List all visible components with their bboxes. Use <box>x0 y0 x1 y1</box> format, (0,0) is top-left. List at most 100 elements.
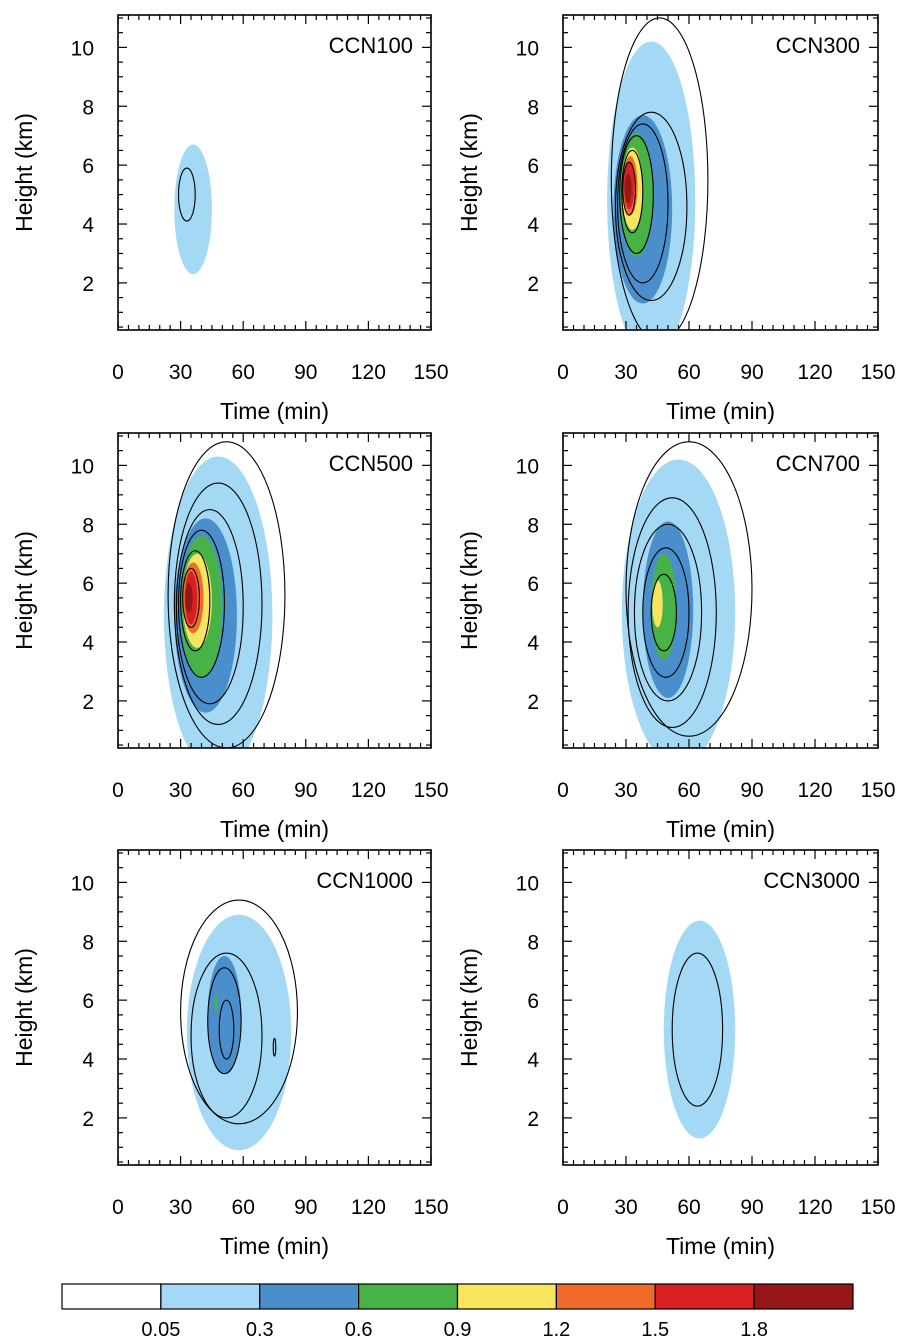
x-tick-label: 0 <box>557 361 569 384</box>
x-tick-label: 60 <box>677 779 700 802</box>
contour-line <box>167 441 286 748</box>
panel-ccn700: 0 30 60 90 120 150 2 4 6 8 10 Time (min) Height (km)… <box>456 432 896 842</box>
contour-line <box>650 573 677 652</box>
colorbar-label: 0.9 <box>444 1319 472 1340</box>
x-tick-label: 30 <box>169 1196 192 1219</box>
y-tick-label: 4 <box>82 1049 94 1072</box>
colorbar: 0.05 0.3 0.6 0.9 1.2 1.5 1.8 <box>61 1283 854 1340</box>
filled-contour-1p8 <box>185 583 193 613</box>
y-tick-label: 2 <box>527 273 539 296</box>
y-tick-label: 2 <box>82 273 94 296</box>
y-tick-label: 6 <box>527 155 539 178</box>
y-tick-label: 2 <box>82 1108 94 1131</box>
y-tick-label: 6 <box>82 155 94 178</box>
y-axis-title: Height (km) <box>11 113 37 232</box>
x-axis-title: Time (min) <box>220 816 329 842</box>
contour-line <box>633 523 703 702</box>
y-tick-label: 10 <box>516 37 539 60</box>
x-axis-title: Time (min) <box>666 816 775 842</box>
y-tick-label: 8 <box>82 931 94 954</box>
y-axis-title: Height (km) <box>456 113 482 232</box>
y-tick-label: 2 <box>527 691 539 714</box>
y-tick-label: 8 <box>527 514 539 537</box>
y-tick-label: 6 <box>82 990 94 1013</box>
y-axis-title: Height (km) <box>456 531 482 650</box>
x-tick-label: 0 <box>557 779 569 802</box>
y-tick-label: 10 <box>71 872 94 895</box>
x-tick-label: 150 <box>413 361 448 384</box>
contour-line <box>627 497 717 728</box>
x-tick-label: 90 <box>740 779 763 802</box>
panel-label: CCN1000 <box>316 868 413 893</box>
y-tick-label: 8 <box>82 96 94 119</box>
x-tick-label: 90 <box>740 1196 763 1219</box>
y-tick-label: 10 <box>516 455 539 478</box>
colorbar-label: 0.05 <box>141 1319 180 1340</box>
colorbar-label: 0.6 <box>345 1319 373 1340</box>
x-tick-label: 0 <box>112 1196 124 1219</box>
x-tick-label: 30 <box>169 361 192 384</box>
y-tick-label: 2 <box>82 691 94 714</box>
x-tick-label: 90 <box>294 779 317 802</box>
contour-line <box>622 161 637 216</box>
x-tick-label: 60 <box>232 779 255 802</box>
x-tick-label: 60 <box>232 1196 255 1219</box>
y-tick-label: 6 <box>82 573 94 596</box>
panel-label: CCN3000 <box>763 868 860 893</box>
y-tick-label: 8 <box>82 514 94 537</box>
panel-label: CCN300 <box>776 33 860 58</box>
x-tick-label: 90 <box>294 361 317 384</box>
contour-line <box>621 149 644 234</box>
contour-line <box>180 550 211 652</box>
panel-ccn3000: 0 30 60 90 120 150 2 4 6 8 10 Time (min) Height (km)… <box>456 849 896 1259</box>
filled-contour-0p05 <box>174 144 212 275</box>
x-tick-label: 0 <box>112 779 124 802</box>
y-tick-label: 6 <box>527 990 539 1013</box>
contour-line <box>190 952 263 1119</box>
x-tick-label: 120 <box>351 779 386 802</box>
plot-frame <box>117 14 432 331</box>
panel-label: CCN700 <box>776 451 860 476</box>
x-tick-label: 150 <box>860 779 895 802</box>
panel-label: CCN500 <box>329 451 413 476</box>
filled-contour-0p9 <box>652 580 663 628</box>
panel-ccn100: 0 30 60 90 120 150 2 4 6 8 10 Time (min) Height (km)… <box>11 14 449 424</box>
colorbar-swatch <box>358 1283 459 1310</box>
contour-line <box>173 482 263 725</box>
x-tick-label: 30 <box>614 361 637 384</box>
x-tick-label: 90 <box>740 361 763 384</box>
panel-ccn500: 0 30 60 90 120 150 2 4 6 8 10 Time (min) Height (km)… <box>11 432 449 842</box>
filled-contour-0p6 <box>214 994 218 1012</box>
contour-line <box>619 135 654 255</box>
contour-line <box>207 967 242 1075</box>
x-tick-label: 120 <box>797 779 832 802</box>
x-axis-title: Time (min) <box>666 398 775 424</box>
colorbar-swatch <box>654 1283 755 1310</box>
contour-line <box>671 952 724 1107</box>
x-tick-label: 150 <box>413 1196 448 1219</box>
y-tick-label: 4 <box>527 632 539 655</box>
x-tick-label: 30 <box>614 779 637 802</box>
colorbar-swatch <box>456 1283 557 1310</box>
x-tick-label: 60 <box>232 361 255 384</box>
y-tick-label: 10 <box>71 37 94 60</box>
x-axis-title: Time (min) <box>220 398 329 424</box>
contour-line <box>610 17 709 330</box>
colorbar-swatch <box>555 1283 656 1310</box>
y-tick-label: 4 <box>82 214 94 237</box>
colorbar-label: 1.8 <box>740 1319 768 1340</box>
x-axis-title: Time (min) <box>220 1233 329 1259</box>
colorbar-swatch <box>753 1283 854 1310</box>
y-axis-title: Height (km) <box>11 948 37 1067</box>
x-tick-label: 30 <box>614 1196 637 1219</box>
y-tick-label: 10 <box>71 455 94 478</box>
y-tick-label: 4 <box>527 214 539 237</box>
x-tick-label: 60 <box>677 361 700 384</box>
x-axis-title: Time (min) <box>666 1233 775 1259</box>
contour-line <box>180 899 299 1125</box>
contour-line <box>614 111 688 302</box>
panel-ccn1000: 0 30 60 90 120 150 2 4 6 8 10 Time (min) Height (km)… <box>11 849 449 1259</box>
contour-line <box>182 567 200 628</box>
x-tick-label: 0 <box>112 361 124 384</box>
